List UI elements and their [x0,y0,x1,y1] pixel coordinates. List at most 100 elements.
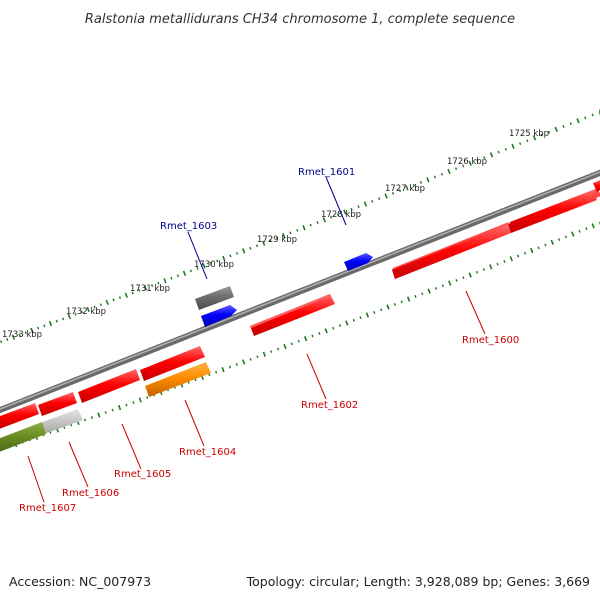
map-title: Ralstonia metallidurans CH34 chromosome … [85,12,515,27]
scale-tick [330,215,333,219]
scale-tick [209,261,212,265]
scale-tick [391,191,395,195]
scale-tick [86,306,90,313]
gene-rmet-1605[interactable] [78,369,140,403]
scale-tick [105,299,109,305]
accession-text: Accession: NC_007973 [9,574,151,589]
scale-tick [221,367,225,373]
scale-tick [83,418,87,422]
scale-tick [343,209,347,215]
scale-tick [440,172,444,176]
scale-tick [270,350,273,354]
scale-tick [357,205,360,209]
scale-tick [269,239,272,243]
scale-tick [530,247,534,254]
scale-tick [371,199,374,203]
scale-tick [262,351,266,357]
scale-tick [189,269,193,273]
scale-tick [235,251,239,255]
gene-rmet-1606[interactable] [38,392,77,416]
label-leaders [27,176,486,503]
scale-tick [468,160,472,166]
scale-tick [262,240,266,246]
gene-rmet-1600[interactable] [392,182,600,279]
scale-tick [447,168,451,175]
scale-tick [150,284,154,287]
gene-rmet-1603[interactable] [201,305,237,327]
scale-tick [222,255,226,261]
scale-tick [504,147,507,151]
scale-label: 1731 kbp [130,284,170,294]
gene-gray-feature[interactable] [195,286,234,310]
scale-tick [462,276,465,280]
scale-tick [569,122,572,125]
gene-label-rmet-1604[interactable]: Rmet_1604 [179,447,236,458]
scale-tick [562,125,565,128]
scale-tick [496,262,499,266]
scale-tick [509,256,513,262]
scale-tick [303,336,308,342]
gene-label-rmet-1605[interactable]: Rmet_1605 [114,469,171,480]
scale-tick [275,236,279,240]
gene-label-rmet-1602[interactable]: Rmet_1602 [301,400,358,411]
scale-tick [277,347,280,351]
scale-tick [406,296,411,302]
gene-label-rmet-1606[interactable]: Rmet_1606 [62,488,119,499]
scale-tick [433,175,437,179]
scale-tick [519,142,522,145]
scale-tick [297,339,300,343]
gene-lightgray-feature[interactable] [40,409,83,434]
chromosome-backbone [0,169,600,414]
gene-label-rmet-1607[interactable]: Rmet_1607 [19,503,76,514]
gene-rmet-1607[interactable] [0,403,39,429]
scale-tick [489,264,493,270]
scale-tick [393,303,396,306]
scale-tick [309,223,312,227]
scale-tick [475,270,479,274]
topology-text: Topology: circular; Length: 3,928,089 bp… [246,574,590,589]
scale-tick [117,404,122,411]
scale-tick [163,278,167,284]
scale-tick [318,332,321,335]
gene-rmet-1600-extension [593,180,600,192]
scale-tick [290,342,293,346]
gene-rmet-1604[interactable] [145,362,211,397]
gene-red-feature[interactable] [140,346,205,381]
scale-tick [398,189,402,193]
scale-tick [526,139,529,143]
scale-tick [414,295,417,298]
scale-tick [516,254,520,258]
scale-tick [90,416,93,420]
gene-label-rmet-1600[interactable]: Rmet_1600 [462,335,519,346]
scale-tick [591,113,594,117]
scale-tick [37,326,40,330]
gene-olive-feature[interactable] [0,422,46,452]
scale-tick [132,401,135,405]
scale-tick [489,152,494,158]
scale-tick [138,397,142,403]
gene-label-rmet-1601[interactable]: Rmet_1601 [298,167,355,178]
scale-tick [557,238,561,241]
scale-tick [157,281,160,285]
scale-tick [111,408,114,412]
scale-tick [146,396,149,399]
scale-tick [74,312,77,316]
scale-tick [80,310,83,314]
scale-tick [544,243,547,247]
scale-tick [242,359,246,365]
scale-tick [316,221,319,224]
scale-tick [322,217,326,223]
gene-label-rmet-1603[interactable]: Rmet_1603 [160,221,217,232]
scale-tick [255,244,259,248]
gene-rmet-1602[interactable] [250,294,335,336]
scale-tick [400,300,403,304]
scale-tick [202,263,206,269]
scale-tick [350,207,353,211]
scale-label: 1726 kbp [447,157,487,167]
scale-tick [338,324,342,327]
scale-label: 1727 kbp [385,184,425,194]
scale-tick [386,304,390,310]
scale-tick [380,308,383,312]
gene-rmet-1601[interactable] [344,253,373,271]
